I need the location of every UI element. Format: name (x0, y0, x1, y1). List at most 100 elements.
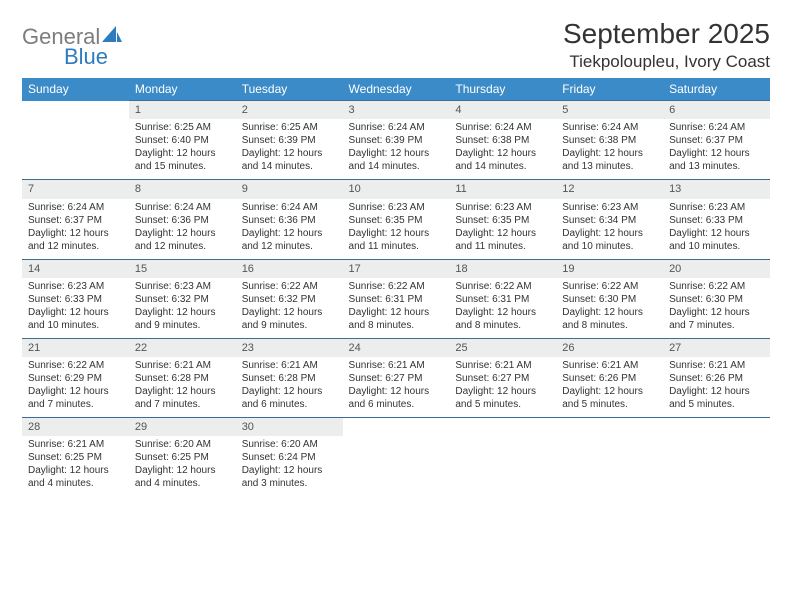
logo-text-blue: Blue (64, 46, 122, 68)
day1-line: Daylight: 12 hours (242, 464, 337, 477)
day-number-cell: 25 (449, 338, 556, 357)
sunset-line: Sunset: 6:32 PM (135, 293, 230, 306)
sunset-line: Sunset: 6:33 PM (669, 214, 764, 227)
day-content-cell: Sunrise: 6:23 AMSunset: 6:35 PMDaylight:… (343, 199, 450, 260)
header: General Blue September 2025 Tiekpolouple… (22, 18, 770, 72)
day2-line: and 9 minutes. (135, 319, 230, 332)
day-content-cell: Sunrise: 6:24 AMSunset: 6:38 PMDaylight:… (449, 119, 556, 180)
sunset-line: Sunset: 6:27 PM (349, 372, 444, 385)
sunrise-line: Sunrise: 6:24 AM (242, 201, 337, 214)
sunset-line: Sunset: 6:35 PM (349, 214, 444, 227)
title-block: September 2025 Tiekpoloupleu, Ivory Coas… (563, 18, 770, 72)
sunset-line: Sunset: 6:32 PM (242, 293, 337, 306)
sunrise-line: Sunrise: 6:23 AM (28, 280, 123, 293)
day-number-cell: 16 (236, 259, 343, 278)
day-number-cell: 1 (129, 101, 236, 120)
day2-line: and 14 minutes. (349, 160, 444, 173)
day2-line: and 13 minutes. (562, 160, 657, 173)
day2-line: and 10 minutes. (669, 240, 764, 253)
sunset-line: Sunset: 6:26 PM (562, 372, 657, 385)
day2-line: and 5 minutes. (669, 398, 764, 411)
sunset-line: Sunset: 6:30 PM (669, 293, 764, 306)
day2-line: and 8 minutes. (562, 319, 657, 332)
day-content-cell: Sunrise: 6:20 AMSunset: 6:25 PMDaylight:… (129, 436, 236, 496)
day-number-cell: 4 (449, 101, 556, 120)
day2-line: and 8 minutes. (455, 319, 550, 332)
day-content-row: Sunrise: 6:24 AMSunset: 6:37 PMDaylight:… (22, 199, 770, 260)
day1-line: Daylight: 12 hours (349, 147, 444, 160)
sunrise-line: Sunrise: 6:22 AM (562, 280, 657, 293)
day2-line: and 12 minutes. (242, 240, 337, 253)
day-number-cell: 22 (129, 338, 236, 357)
day-number-cell (22, 101, 129, 120)
day-number-row: 21222324252627 (22, 338, 770, 357)
day-number-cell (343, 418, 450, 437)
day-number-cell (663, 418, 770, 437)
day-content-row: Sunrise: 6:25 AMSunset: 6:40 PMDaylight:… (22, 119, 770, 180)
day-number-cell: 11 (449, 180, 556, 199)
day2-line: and 7 minutes. (28, 398, 123, 411)
day1-line: Daylight: 12 hours (349, 306, 444, 319)
day1-line: Daylight: 12 hours (455, 306, 550, 319)
day-content-cell: Sunrise: 6:22 AMSunset: 6:32 PMDaylight:… (236, 278, 343, 339)
sunset-line: Sunset: 6:31 PM (455, 293, 550, 306)
day2-line: and 12 minutes. (135, 240, 230, 253)
weekday-header: Sunday (22, 78, 129, 101)
calendar-body: 123456Sunrise: 6:25 AMSunset: 6:40 PMDay… (22, 101, 770, 497)
day2-line: and 8 minutes. (349, 319, 444, 332)
day-content-row: Sunrise: 6:22 AMSunset: 6:29 PMDaylight:… (22, 357, 770, 418)
sunset-line: Sunset: 6:26 PM (669, 372, 764, 385)
day1-line: Daylight: 12 hours (135, 227, 230, 240)
sunset-line: Sunset: 6:25 PM (135, 451, 230, 464)
day-content-cell: Sunrise: 6:24 AMSunset: 6:36 PMDaylight:… (129, 199, 236, 260)
month-title: September 2025 (563, 18, 770, 50)
day-content-cell: Sunrise: 6:21 AMSunset: 6:26 PMDaylight:… (556, 357, 663, 418)
sunrise-line: Sunrise: 6:24 AM (135, 201, 230, 214)
day-content-cell: Sunrise: 6:24 AMSunset: 6:36 PMDaylight:… (236, 199, 343, 260)
sunrise-line: Sunrise: 6:22 AM (349, 280, 444, 293)
sunset-line: Sunset: 6:24 PM (242, 451, 337, 464)
sunrise-line: Sunrise: 6:23 AM (562, 201, 657, 214)
day1-line: Daylight: 12 hours (455, 385, 550, 398)
day2-line: and 6 minutes. (242, 398, 337, 411)
sunrise-line: Sunrise: 6:21 AM (242, 359, 337, 372)
day-number-cell: 27 (663, 338, 770, 357)
day-content-cell (449, 436, 556, 496)
day-content-cell (22, 119, 129, 180)
day-content-cell: Sunrise: 6:22 AMSunset: 6:30 PMDaylight:… (663, 278, 770, 339)
sunrise-line: Sunrise: 6:21 AM (669, 359, 764, 372)
day1-line: Daylight: 12 hours (562, 306, 657, 319)
sunrise-line: Sunrise: 6:21 AM (562, 359, 657, 372)
sunset-line: Sunset: 6:31 PM (349, 293, 444, 306)
day1-line: Daylight: 12 hours (242, 147, 337, 160)
sunset-line: Sunset: 6:39 PM (242, 134, 337, 147)
sunrise-line: Sunrise: 6:23 AM (349, 201, 444, 214)
sunrise-line: Sunrise: 6:20 AM (135, 438, 230, 451)
sunset-line: Sunset: 6:35 PM (455, 214, 550, 227)
day-number-cell: 28 (22, 418, 129, 437)
calendar-page: General Blue September 2025 Tiekpolouple… (0, 0, 792, 506)
day-number-cell: 6 (663, 101, 770, 120)
day2-line: and 13 minutes. (669, 160, 764, 173)
weekday-header: Monday (129, 78, 236, 101)
day-content-cell: Sunrise: 6:22 AMSunset: 6:31 PMDaylight:… (343, 278, 450, 339)
day1-line: Daylight: 12 hours (349, 227, 444, 240)
day-number-row: 123456 (22, 101, 770, 120)
day-content-cell: Sunrise: 6:23 AMSunset: 6:33 PMDaylight:… (663, 199, 770, 260)
day-number-cell: 13 (663, 180, 770, 199)
day-number-cell: 24 (343, 338, 450, 357)
day-content-cell: Sunrise: 6:25 AMSunset: 6:39 PMDaylight:… (236, 119, 343, 180)
day2-line: and 5 minutes. (562, 398, 657, 411)
day-content-cell: Sunrise: 6:24 AMSunset: 6:39 PMDaylight:… (343, 119, 450, 180)
day2-line: and 15 minutes. (135, 160, 230, 173)
day1-line: Daylight: 12 hours (28, 385, 123, 398)
day1-line: Daylight: 12 hours (135, 306, 230, 319)
sunrise-line: Sunrise: 6:21 AM (455, 359, 550, 372)
day-content-cell: Sunrise: 6:21 AMSunset: 6:27 PMDaylight:… (343, 357, 450, 418)
sunset-line: Sunset: 6:33 PM (28, 293, 123, 306)
sunset-line: Sunset: 6:28 PM (135, 372, 230, 385)
day2-line: and 9 minutes. (242, 319, 337, 332)
sunset-line: Sunset: 6:29 PM (28, 372, 123, 385)
sunrise-line: Sunrise: 6:23 AM (669, 201, 764, 214)
weekday-header: Friday (556, 78, 663, 101)
